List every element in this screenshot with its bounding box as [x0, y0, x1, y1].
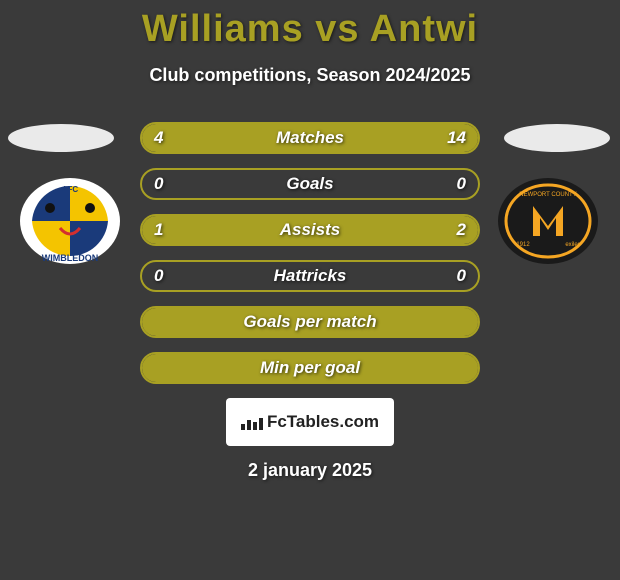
stat-label: Assists — [280, 220, 340, 240]
brand-text: FcTables.com — [267, 412, 379, 432]
bar-fill-right — [216, 124, 478, 152]
svg-text:WIMBLEDON: WIMBLEDON — [42, 253, 99, 263]
stat-row-assists: 1 Assists 2 — [140, 214, 480, 246]
team-badge-right: NEWPORT COUNTY 1912 exiles — [498, 178, 598, 264]
stat-label: Goals per match — [243, 312, 376, 332]
stat-value-right: 2 — [457, 220, 466, 240]
stat-row-matches: 4 Matches 14 — [140, 122, 480, 154]
stat-value-left: 0 — [154, 174, 163, 194]
stat-label: Min per goal — [260, 358, 360, 378]
subtitle: Club competitions, Season 2024/2025 — [0, 65, 620, 86]
stat-value-left: 4 — [154, 128, 163, 148]
stat-value-right: 0 — [457, 174, 466, 194]
svg-text:exiles: exiles — [565, 242, 580, 248]
date-text: 2 january 2025 — [0, 460, 620, 481]
stat-label: Goals — [286, 174, 333, 194]
stat-label: Matches — [276, 128, 344, 148]
stat-row-min-per-goal: Min per goal — [140, 352, 480, 384]
stat-label: Hattricks — [274, 266, 347, 286]
flag-right — [504, 124, 610, 152]
stat-value-right: 0 — [457, 266, 466, 286]
brand-logo[interactable]: FcTables.com — [226, 398, 394, 446]
stat-row-goals: 0 Goals 0 — [140, 168, 480, 200]
bars-icon — [241, 415, 263, 429]
flag-left — [8, 124, 114, 152]
stat-row-goals-per-match: Goals per match — [140, 306, 480, 338]
svg-text:AFC: AFC — [62, 185, 79, 194]
svg-text:1912: 1912 — [516, 242, 530, 248]
stat-row-hattricks: 0 Hattricks 0 — [140, 260, 480, 292]
svg-text:NEWPORT COUNTY: NEWPORT COUNTY — [519, 192, 576, 198]
stat-value-right: 14 — [447, 128, 466, 148]
stat-value-left: 1 — [154, 220, 163, 240]
stat-value-left: 0 — [154, 266, 163, 286]
team-badge-left: WIMBLEDON AFC — [20, 178, 120, 264]
page-title: Williams vs Antwi — [0, 0, 620, 51]
